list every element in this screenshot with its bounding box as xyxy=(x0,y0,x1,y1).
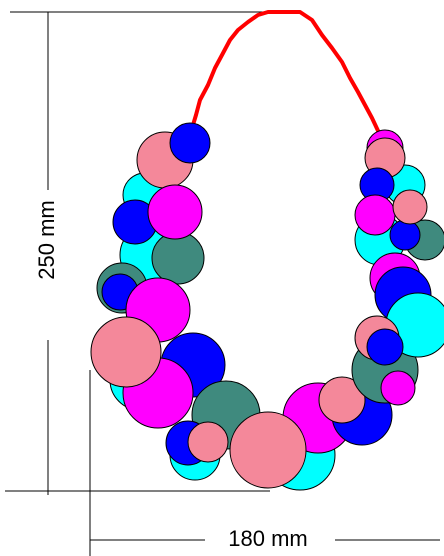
string xyxy=(188,10,382,136)
beads xyxy=(90,122,444,491)
dimension-lines xyxy=(5,11,440,556)
height-label: 250 mm xyxy=(34,200,59,279)
width-label: 180 mm xyxy=(228,526,307,551)
